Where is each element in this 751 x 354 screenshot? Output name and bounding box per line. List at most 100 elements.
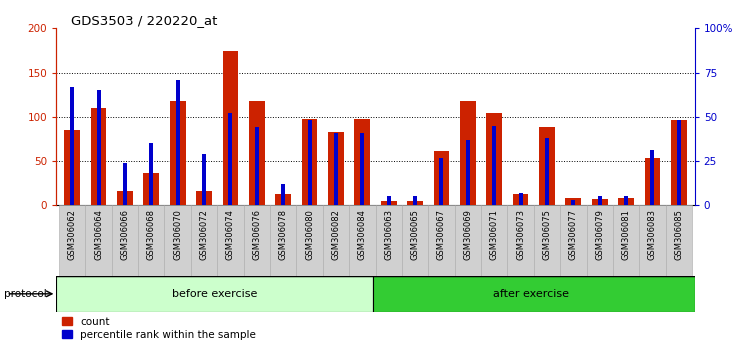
Bar [217, 205, 243, 276]
Text: GSM306082: GSM306082 [331, 209, 340, 260]
Bar [70, 87, 74, 205]
Text: GSM306076: GSM306076 [252, 209, 261, 260]
Bar [677, 120, 681, 205]
Bar [170, 101, 185, 205]
Bar [566, 198, 581, 205]
Text: GSM306074: GSM306074 [226, 209, 235, 260]
Text: GSM306085: GSM306085 [674, 209, 683, 260]
Bar [191, 205, 217, 276]
Bar [560, 205, 587, 276]
Text: after exercise: after exercise [493, 289, 569, 299]
Bar [613, 205, 639, 276]
Text: GSM306067: GSM306067 [437, 209, 446, 260]
Bar [572, 200, 575, 205]
Bar [97, 90, 101, 205]
Text: GSM306073: GSM306073 [516, 209, 525, 260]
Bar [466, 140, 470, 205]
Bar [297, 205, 323, 276]
Bar [308, 120, 312, 205]
Bar [176, 80, 179, 205]
Bar [59, 205, 86, 276]
Bar [328, 132, 344, 205]
Bar [534, 205, 560, 276]
Text: GSM306072: GSM306072 [200, 209, 209, 260]
Bar [671, 120, 686, 205]
Bar [665, 205, 692, 276]
Text: GSM306071: GSM306071 [490, 209, 499, 260]
Bar [302, 120, 318, 205]
Bar [545, 138, 549, 205]
Text: GSM306080: GSM306080 [305, 209, 314, 260]
Bar [598, 196, 602, 205]
Bar [513, 194, 529, 205]
Text: GSM306069: GSM306069 [463, 209, 472, 260]
Text: GSM306083: GSM306083 [648, 209, 657, 260]
Bar [202, 154, 206, 205]
Bar [376, 205, 402, 276]
Bar [481, 205, 508, 276]
Bar [439, 158, 443, 205]
Bar [276, 194, 291, 205]
Text: GSM306065: GSM306065 [411, 209, 420, 260]
Bar [539, 127, 555, 205]
Bar [123, 163, 127, 205]
Bar [86, 205, 112, 276]
Text: GSM306078: GSM306078 [279, 209, 288, 260]
Bar [354, 120, 370, 205]
Bar [117, 191, 133, 205]
Bar [243, 205, 270, 276]
Bar [433, 152, 449, 205]
Text: protocol: protocol [4, 289, 47, 299]
Text: GSM306062: GSM306062 [68, 209, 77, 260]
Bar [624, 196, 628, 205]
Bar [587, 205, 613, 276]
Text: GSM306068: GSM306068 [146, 209, 155, 260]
Legend: count, percentile rank within the sample: count, percentile rank within the sample [62, 317, 256, 340]
Bar [91, 108, 107, 205]
Bar [381, 201, 397, 205]
Bar [255, 127, 259, 205]
Bar [360, 133, 364, 205]
Bar [372, 276, 695, 312]
Bar [228, 113, 232, 205]
Bar [639, 205, 665, 276]
Bar [492, 126, 496, 205]
Bar [618, 198, 634, 205]
Bar [519, 193, 523, 205]
Bar [454, 205, 481, 276]
Bar [508, 205, 534, 276]
Bar [138, 205, 164, 276]
Bar [56, 276, 372, 312]
Text: before exercise: before exercise [172, 289, 258, 299]
Text: GDS3503 / 220220_at: GDS3503 / 220220_at [71, 14, 218, 27]
Bar [487, 113, 502, 205]
Bar [222, 51, 238, 205]
Bar [428, 205, 454, 276]
Bar [143, 173, 159, 205]
Bar [650, 150, 654, 205]
Bar [349, 205, 376, 276]
Bar [270, 205, 297, 276]
Bar [149, 143, 153, 205]
Bar [249, 101, 264, 205]
Bar [334, 133, 338, 205]
Text: GSM306064: GSM306064 [94, 209, 103, 260]
Text: GSM306081: GSM306081 [622, 209, 631, 260]
Text: GSM306075: GSM306075 [542, 209, 551, 260]
Bar [413, 196, 417, 205]
Text: GSM306084: GSM306084 [357, 209, 366, 260]
Bar [402, 205, 428, 276]
Bar [407, 201, 423, 205]
Text: GSM306066: GSM306066 [120, 209, 129, 260]
Bar [644, 159, 660, 205]
Bar [281, 184, 285, 205]
Text: GSM306070: GSM306070 [173, 209, 182, 260]
Bar [65, 130, 80, 205]
Text: GSM306063: GSM306063 [385, 209, 394, 260]
Bar [387, 196, 391, 205]
Text: GSM306079: GSM306079 [596, 209, 605, 260]
Bar [196, 191, 212, 205]
Bar [164, 205, 191, 276]
Bar [592, 199, 608, 205]
Bar [323, 205, 349, 276]
